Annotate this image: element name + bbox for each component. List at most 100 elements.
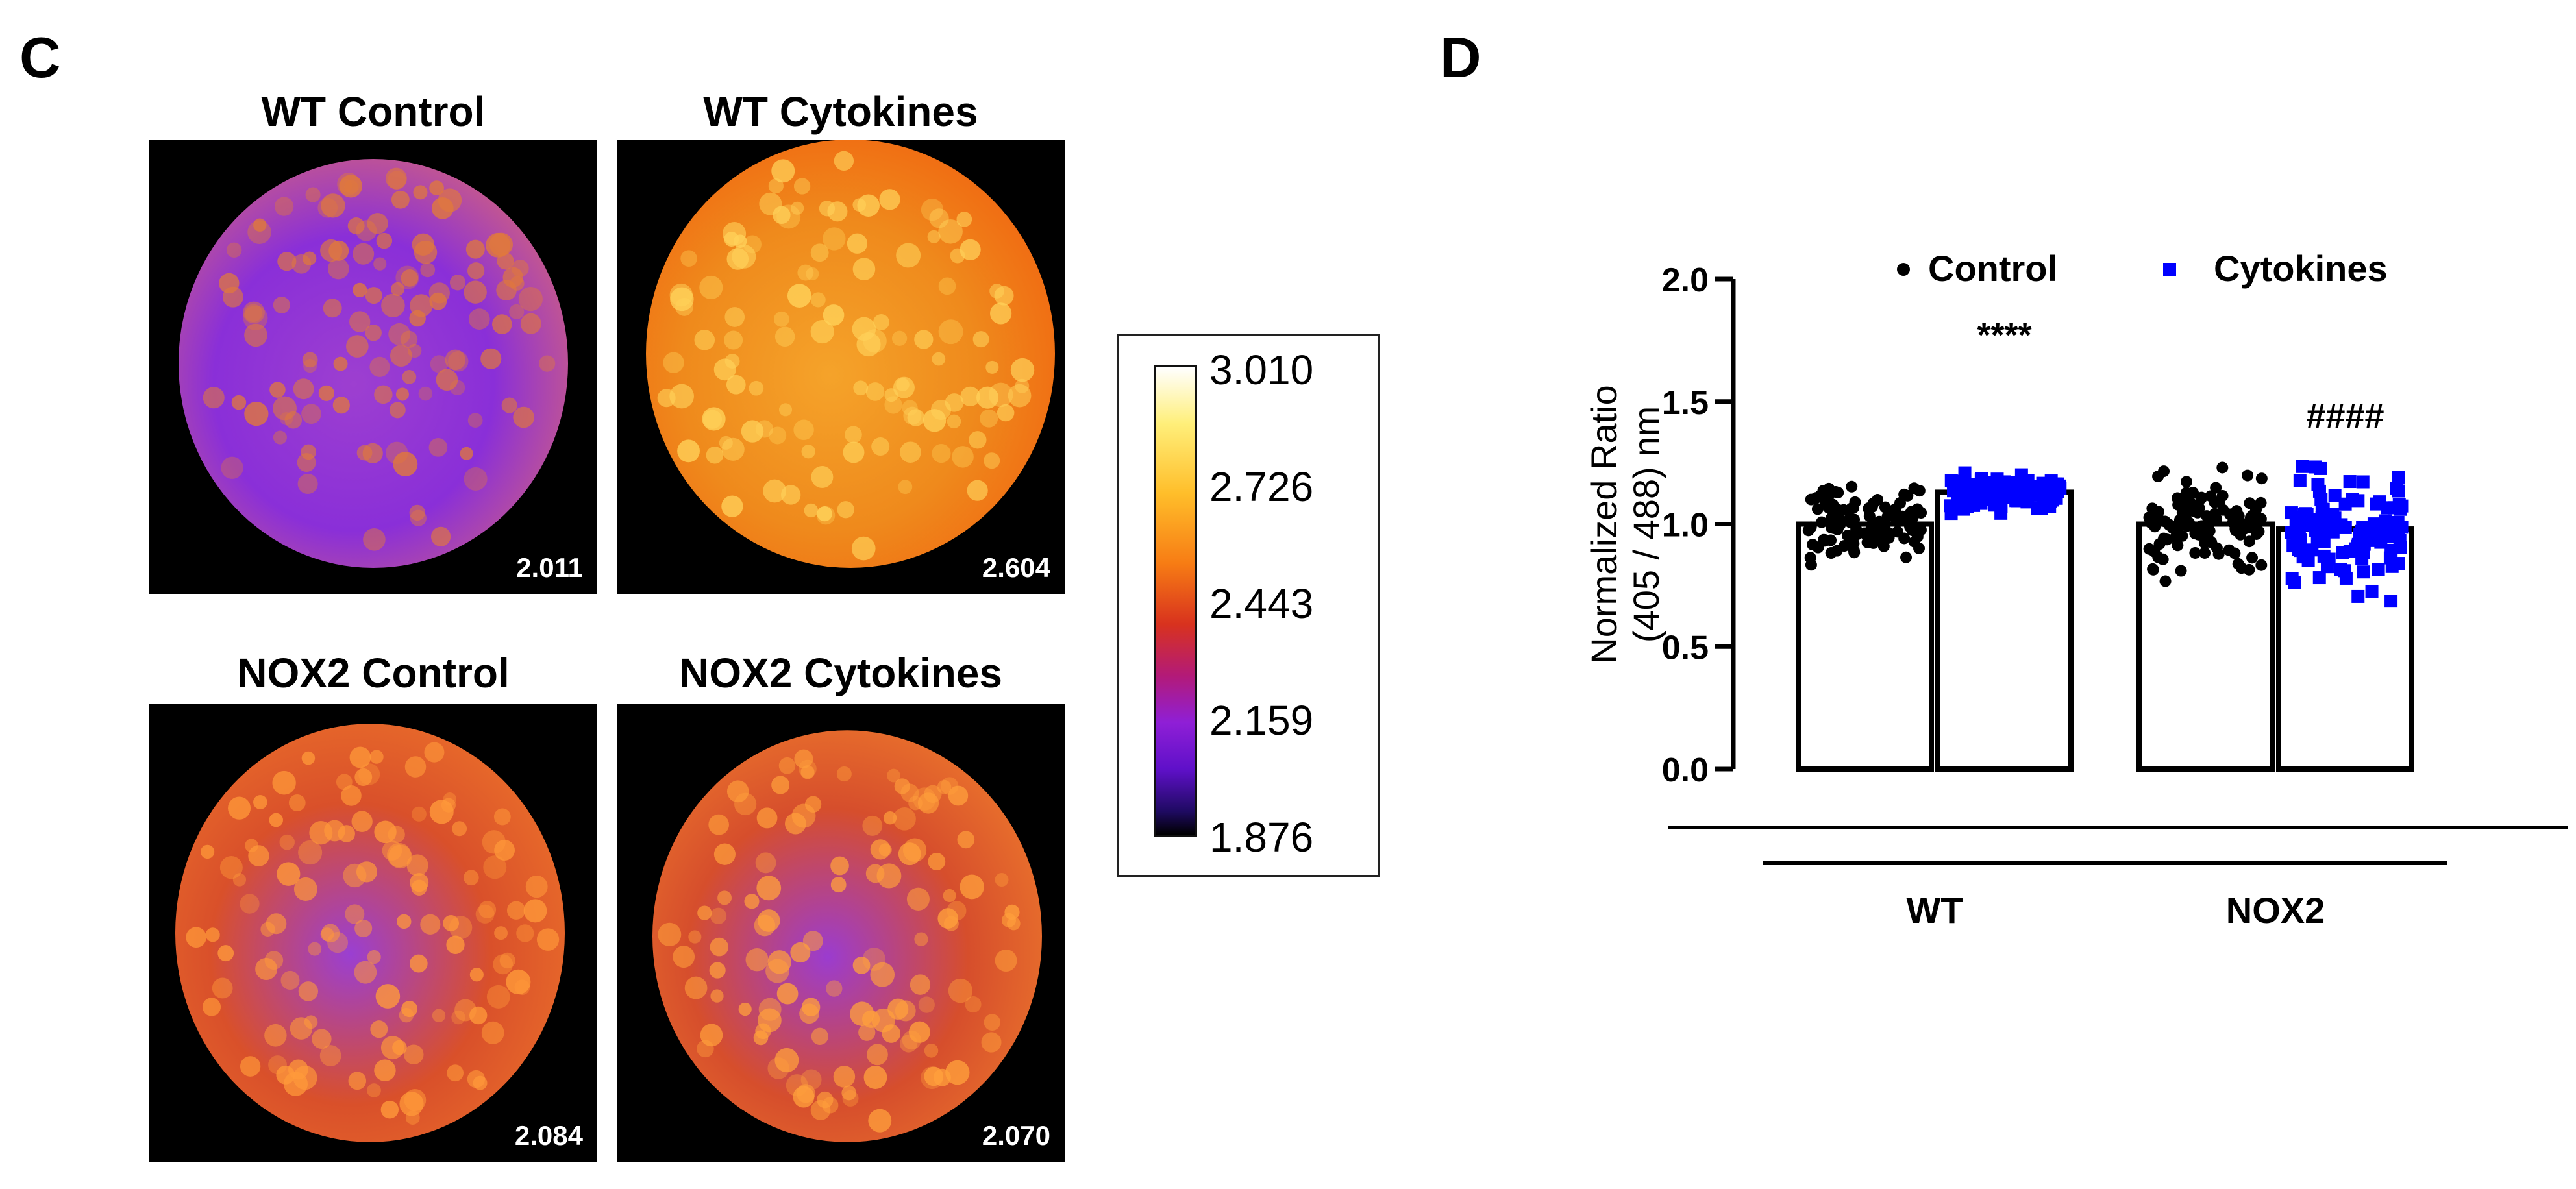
cell-nucleus xyxy=(327,258,349,280)
cell-nucleus xyxy=(221,456,243,479)
image-title-wt-cytokines: WT Cytokines xyxy=(703,88,978,135)
cell-nucleus xyxy=(464,280,487,304)
cell-nucleus xyxy=(288,1059,308,1080)
cell-nucleus xyxy=(918,996,935,1013)
cell-nucleus xyxy=(336,774,353,791)
cell-nucleus xyxy=(900,1035,918,1053)
cell-nucleus xyxy=(397,914,412,929)
cell-nucleus xyxy=(960,874,984,900)
cell-nucleus xyxy=(247,220,271,245)
data-point-control xyxy=(1889,503,1901,515)
data-point-control xyxy=(2255,472,2268,485)
data-point-control xyxy=(1870,525,1883,537)
cell-nucleus xyxy=(893,807,916,831)
data-point-control xyxy=(1848,513,1861,526)
cell-nucleus xyxy=(883,811,897,825)
cell-nucleus xyxy=(454,999,477,1022)
cell-nucleus xyxy=(836,766,852,782)
cell-nucleus xyxy=(205,927,220,942)
data-point-cytokines xyxy=(2351,589,2365,603)
data-point-cytokines xyxy=(2355,552,2369,566)
colorbar-gradient xyxy=(1154,365,1197,837)
cell-nucleus xyxy=(362,443,383,463)
image-title-nox2-control: NOX2 Control xyxy=(237,650,510,696)
cell-nucleus xyxy=(902,1030,921,1050)
cell-nucleus xyxy=(279,834,295,850)
y-axis-label: Normalized Ratio (405 / 488) nm xyxy=(1583,385,1666,664)
cell-nucleus xyxy=(404,756,427,778)
cell-nucleus xyxy=(878,843,892,857)
data-point-control xyxy=(1873,515,1885,528)
data-point-cytokines xyxy=(2037,483,2051,496)
data-point-cytokines xyxy=(2336,546,2349,559)
cell-nucleus xyxy=(333,356,348,371)
data-point-control xyxy=(2152,471,2164,483)
cell-nucleus xyxy=(290,1017,313,1040)
data-point-cytokines xyxy=(2351,494,2365,508)
cell-nucleus xyxy=(302,352,318,368)
data-point-control xyxy=(1825,547,1837,559)
cell-nucleus xyxy=(989,302,1012,325)
cell-nucleus xyxy=(424,742,445,763)
cell-nucleus xyxy=(465,239,485,259)
cell-nucleus xyxy=(950,248,965,264)
colorbar-label-3: 2.443 xyxy=(1209,580,1314,627)
cell-nucleus xyxy=(956,212,972,227)
cell-nucleus xyxy=(353,282,367,298)
cell-nucleus xyxy=(269,813,283,827)
cell-nucleus xyxy=(852,258,876,280)
data-point-control xyxy=(1846,480,1858,493)
cell-nucleus xyxy=(773,311,789,327)
cell-nucleus xyxy=(506,901,526,920)
cell-nucleus xyxy=(273,430,287,445)
cell-nucleus xyxy=(443,915,460,931)
cell-nucleus xyxy=(984,1014,1000,1031)
data-point-control xyxy=(1901,511,1913,524)
data-point-control xyxy=(2255,513,2267,525)
cell-nucleus xyxy=(404,1088,427,1111)
data-point-cytokines xyxy=(2312,571,2326,585)
cell-nucleus xyxy=(243,305,268,330)
cell-nucleus xyxy=(449,380,465,396)
cell-nucleus xyxy=(785,813,806,835)
cell-nucleus xyxy=(520,313,541,334)
cell-nucleus xyxy=(1010,358,1035,382)
cell-nucleus xyxy=(469,1006,488,1025)
cell-nucleus xyxy=(710,907,727,924)
legend-label-control: Control xyxy=(1928,248,2057,289)
cell-nucleus xyxy=(420,914,441,935)
cell-nucleus xyxy=(710,937,729,957)
data-point-cytokines xyxy=(2305,513,2318,526)
data-point-cytokines xyxy=(2365,584,2379,598)
cell-nucleus xyxy=(934,1068,951,1086)
cell-nucleus xyxy=(960,386,980,407)
cell-nucleus xyxy=(332,397,350,414)
cell-nucleus xyxy=(980,409,998,428)
cell-nucleus xyxy=(525,875,548,898)
cell-nucleus xyxy=(778,403,793,417)
cell-nucleus xyxy=(501,397,517,413)
data-point-control xyxy=(2209,496,2221,508)
cell-nucleus xyxy=(240,1056,261,1077)
cell-nucleus xyxy=(494,839,515,861)
cell-nucleus xyxy=(506,969,531,995)
cell-nucleus xyxy=(226,242,242,258)
data-point-control xyxy=(2146,502,2159,515)
cell-nucleus xyxy=(409,504,425,521)
y-tick-label: 2.0 xyxy=(1662,262,1709,299)
cell-nucleus xyxy=(354,961,377,984)
cell-nucleus xyxy=(778,757,796,774)
cell-nucleus xyxy=(1002,913,1017,928)
cell-nucleus xyxy=(203,387,225,409)
cell-nucleus xyxy=(800,765,815,779)
cell-nucleus xyxy=(343,863,367,888)
data-point-control xyxy=(2180,476,2192,488)
image-title-wt-control: WT Control xyxy=(261,88,486,135)
cell-nucleus xyxy=(460,447,473,460)
cell-nucleus xyxy=(928,852,946,870)
cell-nucleus xyxy=(298,981,318,1001)
data-point-control xyxy=(1811,503,1824,515)
cell-nucleus xyxy=(363,528,386,551)
data-point-cytokines xyxy=(2328,511,2342,525)
data-point-control xyxy=(1816,516,1828,528)
